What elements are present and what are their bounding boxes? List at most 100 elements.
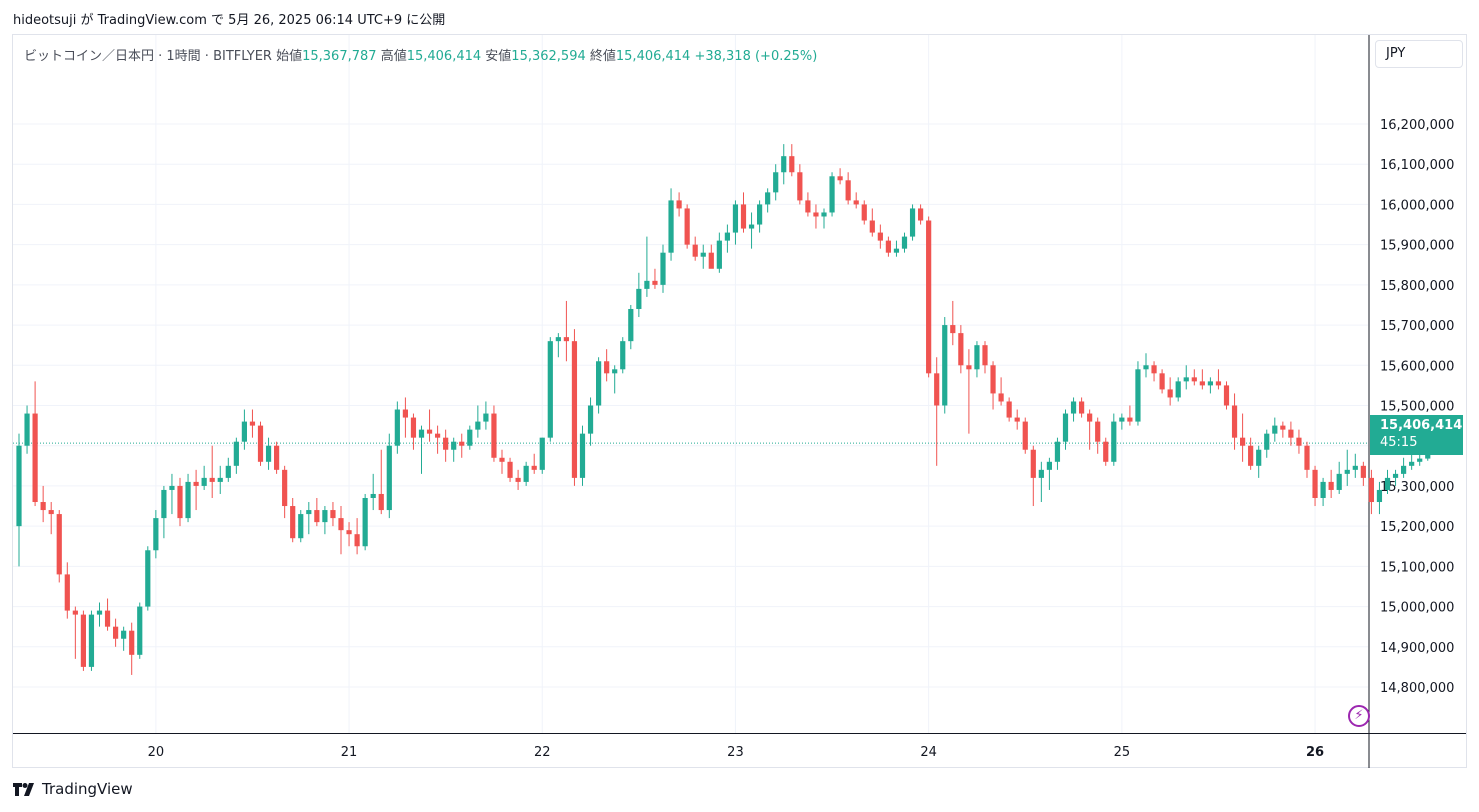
candle-body: [652, 280, 658, 285]
candle-body: [748, 224, 755, 229]
candle-body: [1191, 377, 1197, 382]
candle-body: [660, 252, 666, 285]
y-tick-label: 15,000,000: [1380, 601, 1454, 616]
candle-body: [668, 200, 674, 253]
legend-low-value: 15,362,594: [511, 49, 586, 64]
legend-symbol: ビットコイン／日本円 · 1時間 · BITFLYER: [24, 49, 272, 64]
candle-body: [274, 445, 280, 470]
legend-change: +38,318 (+0.25%): [694, 49, 818, 64]
candle-body: [72, 610, 78, 615]
y-tick-label: 15,500,000: [1380, 400, 1454, 415]
candle-body: [475, 421, 481, 430]
last-price-label: 15,406,414 45:15: [1370, 415, 1463, 455]
candle-body: [942, 325, 948, 406]
candle-body: [1151, 365, 1157, 374]
candle-body: [1409, 461, 1415, 466]
candle-body: [708, 252, 714, 269]
candle-body: [547, 341, 553, 438]
legend-low-label: 安値: [485, 49, 512, 64]
y-tick-label: 16,200,000: [1380, 118, 1454, 133]
candle-body: [483, 413, 489, 422]
footer-brand[interactable]: TradingView: [13, 780, 133, 798]
candle-body: [676, 200, 682, 209]
candle-body: [1401, 465, 1407, 474]
candle-body: [958, 333, 964, 366]
candle-body: [1135, 369, 1141, 422]
candle-body: [515, 477, 521, 482]
candle-body: [926, 220, 932, 374]
candle-body: [491, 413, 497, 458]
candle-body: [282, 469, 288, 507]
candle-body: [161, 489, 167, 519]
candle-body: [1231, 405, 1238, 438]
candle-body: [177, 485, 183, 519]
candle-body: [1175, 381, 1181, 398]
candle-body: [901, 236, 908, 249]
candle-body: [113, 626, 119, 639]
currency-button[interactable]: JPY: [1375, 40, 1463, 68]
candle-body: [145, 550, 151, 607]
candle-body: [1352, 465, 1358, 470]
candle-body: [813, 212, 819, 217]
x-tick-label: 26: [1306, 745, 1324, 760]
candle-body: [370, 493, 376, 498]
x-tick-label: 24: [920, 745, 937, 760]
candle-body: [1368, 477, 1374, 503]
candle-body: [121, 630, 127, 639]
candle-body: [394, 409, 400, 446]
candle-body: [1079, 401, 1085, 414]
candle-body: [974, 345, 980, 370]
y-tick-label: 16,000,000: [1380, 198, 1454, 213]
candle-body: [596, 361, 602, 406]
candle-body: [418, 429, 425, 438]
candle-body: [555, 337, 561, 342]
candle-body: [1014, 417, 1020, 422]
candle-body: [1392, 473, 1399, 478]
candle-body: [612, 369, 618, 374]
candle-body: [1119, 417, 1125, 422]
candle-body: [724, 232, 730, 241]
candle-body: [797, 172, 803, 201]
candle-body: [845, 180, 851, 201]
candle-body: [48, 510, 54, 515]
candle-body: [765, 192, 771, 205]
candle-body: [1070, 401, 1077, 414]
candle-body: [362, 497, 368, 547]
candle-body: [587, 405, 594, 434]
candle-body: [290, 506, 296, 539]
legend-high-value: 15,406,414: [406, 49, 482, 64]
lightning-icon[interactable]: ⚡: [1348, 705, 1370, 727]
candle-body: [1038, 469, 1044, 478]
candle-body: [1111, 421, 1117, 462]
candle-body: [563, 337, 569, 342]
chart-frame: [12, 34, 1467, 768]
candle-body: [636, 288, 642, 309]
x-tick-label: 21: [341, 745, 358, 760]
candle-body: [40, 502, 46, 511]
candle-body: [1183, 377, 1189, 382]
candle-body: [314, 510, 320, 523]
candle-body: [1215, 381, 1222, 386]
candle-body: [990, 365, 996, 394]
candle-body: [201, 477, 207, 486]
candle-body: [893, 248, 900, 253]
y-tick-label: 14,900,000: [1380, 641, 1454, 656]
candle-body: [129, 630, 135, 655]
candle-body: [322, 510, 328, 523]
candle-body: [740, 204, 747, 229]
candle-body: [1376, 489, 1383, 503]
candle-body: [692, 244, 698, 257]
candle-body: [241, 421, 247, 442]
y-tick-label: 16,100,000: [1380, 158, 1454, 173]
candle-body: [1207, 381, 1213, 386]
candle-body: [1006, 401, 1012, 418]
candle-body: [346, 530, 352, 535]
candle-body: [1223, 385, 1230, 406]
candle-body: [789, 156, 795, 173]
y-tick-label: 15,900,000: [1380, 239, 1454, 254]
candle-body: [1360, 465, 1366, 478]
candle-body: [338, 518, 344, 531]
candle-body: [781, 156, 787, 173]
candle-body: [1159, 373, 1165, 390]
